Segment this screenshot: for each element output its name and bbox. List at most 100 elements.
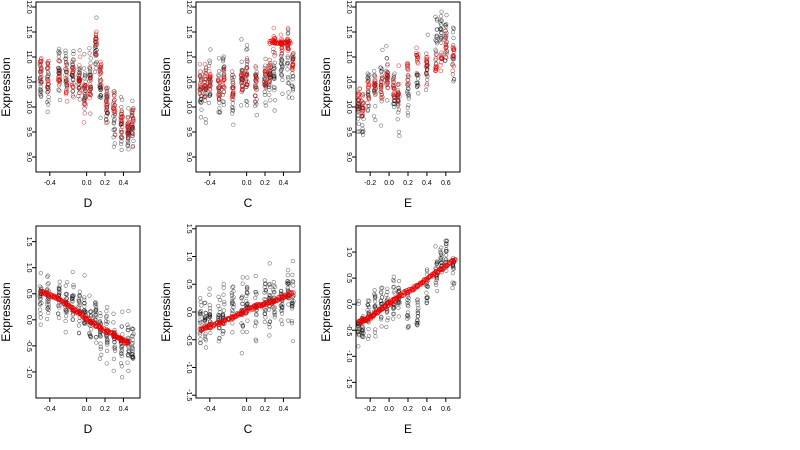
data-point (82, 52, 87, 57)
data-point (126, 147, 131, 152)
fitted-point (119, 115, 124, 121)
data-point (104, 313, 109, 319)
data-point (439, 26, 444, 32)
data-point (450, 30, 456, 35)
data-point (98, 310, 103, 316)
data-point (434, 33, 439, 38)
data-point (279, 305, 284, 310)
fitted-point (424, 72, 429, 78)
y-tick-label: 10.5 (185, 75, 192, 89)
data-point (356, 333, 362, 338)
fitted-point (423, 64, 429, 69)
data-point (207, 58, 212, 63)
data-point (93, 307, 99, 312)
data-point (222, 64, 227, 69)
data-point (433, 47, 438, 52)
data-point (253, 295, 258, 301)
points-layer (37, 15, 136, 152)
data-point (385, 85, 391, 90)
data-point (372, 330, 378, 335)
fitted-point (279, 52, 284, 57)
x-tick-label: -0.4 (44, 180, 56, 187)
data-point (70, 317, 76, 322)
fitted-point (94, 37, 99, 42)
fitted-point (395, 98, 401, 103)
data-point (119, 97, 125, 102)
fitted-point (373, 91, 379, 97)
data-point (396, 305, 401, 311)
fitted-point (406, 73, 411, 79)
fitted-point (87, 64, 93, 70)
fitted-point (438, 68, 444, 74)
data-point (365, 303, 370, 308)
data-point (231, 105, 236, 110)
fitted-point (221, 67, 227, 72)
fitted-point (120, 114, 125, 120)
fitted-point (202, 69, 207, 74)
fitted-point (366, 96, 372, 102)
data-point (197, 318, 203, 323)
data-point (76, 299, 81, 304)
data-point (38, 87, 43, 92)
fitted-point (244, 66, 249, 71)
data-point (271, 310, 277, 316)
data-point (361, 116, 366, 121)
panel-4: -0.4 0.0 0.2 0.4 -1.0 -0.5 0.0 0.5 1.0 1.5 D Expres… (0, 225, 141, 436)
data-point (366, 333, 371, 338)
data-point (391, 101, 396, 106)
data-point (263, 63, 268, 68)
data-point (112, 141, 118, 146)
fitted-point (37, 61, 43, 67)
data-point (253, 319, 258, 324)
fitted-point (104, 104, 109, 109)
data-point (405, 113, 411, 118)
data-point (112, 127, 117, 132)
y-tick-label: 1.0 (345, 247, 352, 257)
y-tick-label: 11.5 (185, 25, 192, 38)
data-point (451, 77, 457, 82)
data-point (367, 72, 372, 77)
data-point (384, 44, 389, 49)
fitted-point (52, 294, 57, 300)
fitted-point (71, 64, 76, 70)
fitted-point (433, 68, 439, 73)
data-point (272, 290, 277, 295)
data-point (104, 321, 109, 326)
data-point (267, 282, 272, 287)
data-point (46, 281, 51, 286)
y-tick-label: 9.5 (25, 127, 32, 137)
data-point (452, 280, 457, 286)
data-point (285, 67, 290, 72)
data-point (119, 375, 125, 380)
fitted-point (396, 81, 402, 87)
data-point (230, 69, 235, 74)
data-point (373, 117, 378, 123)
fitted-point (444, 48, 449, 54)
data-point (112, 346, 118, 351)
data-point (262, 319, 267, 325)
fitted-point (379, 73, 385, 78)
fitted-point (125, 115, 131, 121)
data-point (373, 327, 378, 332)
data-point (197, 310, 202, 315)
fitted-point (221, 77, 227, 82)
y-tick-label: 0.0 (345, 299, 352, 309)
fitted-point (104, 94, 110, 99)
data-point (372, 69, 377, 74)
data-point (104, 113, 109, 119)
fitted-point (442, 37, 448, 43)
fitted-point (197, 61, 203, 67)
data-point (98, 346, 103, 352)
data-point (290, 278, 295, 284)
data-point (71, 77, 76, 82)
data-point (356, 121, 361, 126)
y-tick-label: -1.0 (345, 350, 352, 362)
data-point (92, 69, 98, 74)
y-tick-label: 9.0 (185, 152, 192, 162)
data-point (203, 333, 208, 338)
data-point (104, 340, 110, 345)
fitted-point (253, 99, 259, 105)
data-point (63, 307, 68, 312)
data-point (414, 320, 420, 325)
data-point (268, 98, 273, 103)
